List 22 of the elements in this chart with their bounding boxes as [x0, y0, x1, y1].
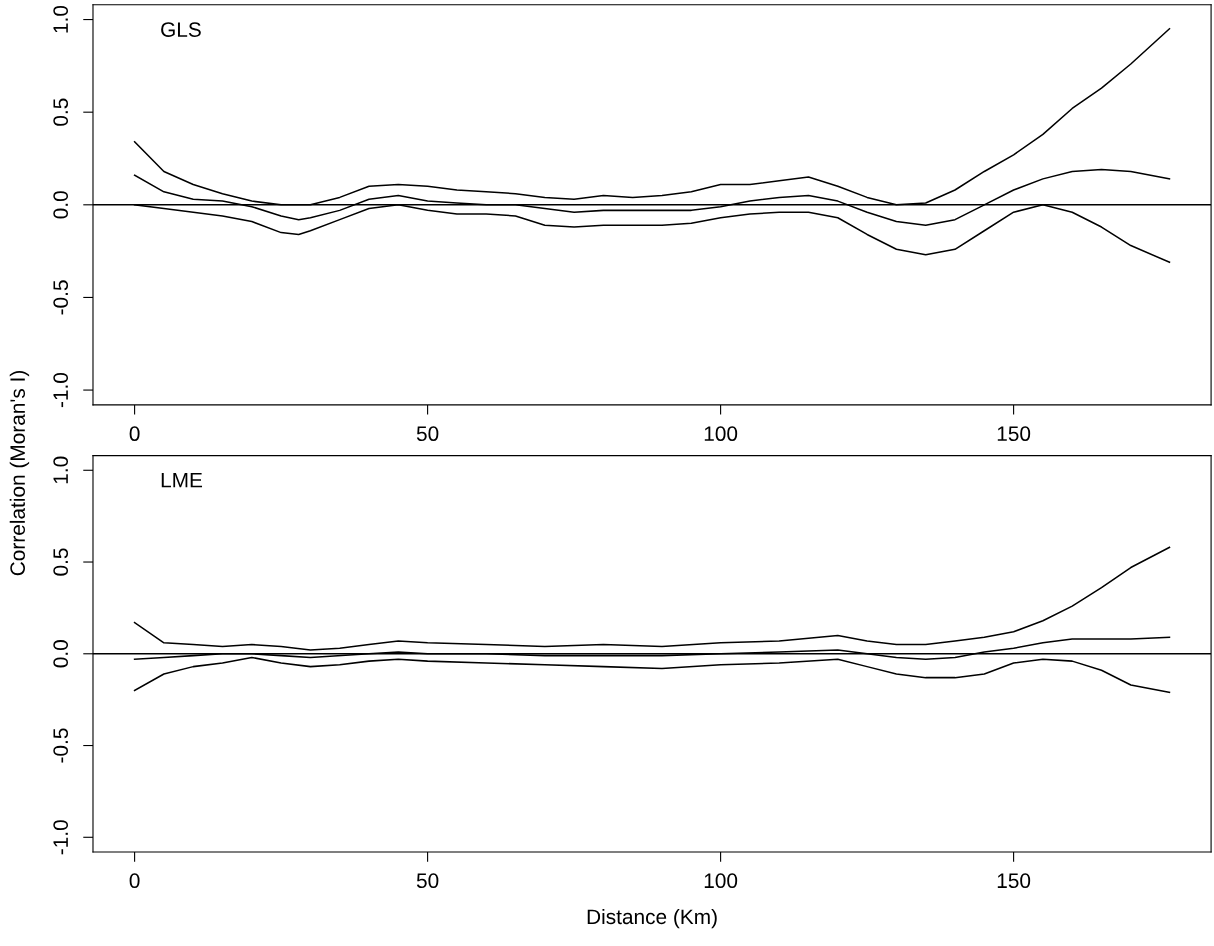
y-tick-label: -0.5: [53, 728, 69, 763]
x-tick-label: 150: [997, 873, 1031, 889]
x-tick-label: 0: [129, 426, 140, 442]
y-axis-title: Correlation (Moran's I): [9, 370, 30, 576]
y-tick-label: 1.0: [53, 456, 69, 484]
annotation: GLS: [161, 22, 201, 37]
y-tick-label: -1.0: [53, 372, 69, 408]
x-axis-title: Distance (Km): [587, 908, 717, 929]
x-tick-label: 50: [416, 426, 439, 442]
x-tick-label: 150: [997, 426, 1031, 442]
x-tick-label: 100: [704, 873, 738, 889]
x-tick-label: 50: [416, 873, 439, 889]
y-tick-label: 0.0: [53, 191, 69, 219]
x-tick-label: 100: [704, 426, 738, 442]
y-tick-label: 0.5: [53, 98, 69, 126]
y-tick-label: 0.0: [53, 640, 69, 668]
y-tick-label: -0.5: [53, 280, 69, 315]
y-tick-label: 0.5: [53, 548, 69, 576]
y-tick-label: -1.0: [53, 820, 69, 855]
annotation: LME: [161, 472, 203, 488]
y-tick-label: 1.0: [53, 5, 69, 33]
x-tick-label: 0: [129, 873, 140, 889]
